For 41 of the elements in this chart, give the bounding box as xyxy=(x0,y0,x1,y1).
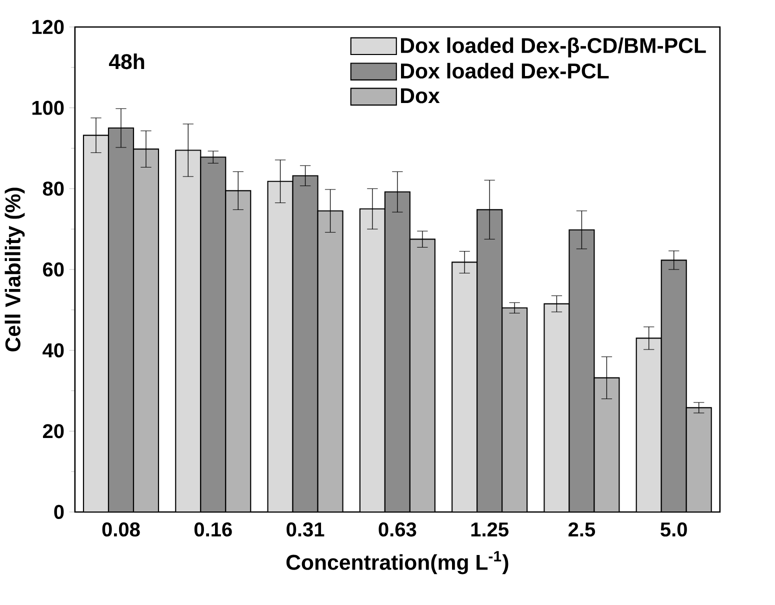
y-tick-label: 120 xyxy=(32,20,64,34)
x-tick-label: 1.25 xyxy=(471,522,508,537)
bar xyxy=(384,192,410,512)
legend-label: Dox loaded Dex-PCL xyxy=(401,62,609,79)
y-tick-label: 100 xyxy=(32,100,64,115)
bar xyxy=(108,128,134,512)
bar xyxy=(226,190,251,512)
bar xyxy=(410,239,435,512)
bar xyxy=(660,260,687,512)
legend-label: Dox loaded Dex-β-CD/BM-PCL xyxy=(401,37,706,58)
bar xyxy=(569,230,594,512)
legend-label: Dox xyxy=(401,88,440,104)
y-tick-label: 60 xyxy=(43,262,64,277)
y-tick-label: 40 xyxy=(42,343,64,358)
bar xyxy=(502,308,528,512)
bar xyxy=(84,135,108,512)
y-tick-label: 20 xyxy=(42,424,64,438)
bar xyxy=(594,378,620,512)
x-tick-label: 5.0 xyxy=(660,522,687,537)
x-axis-title: Concentration(mg L$^{-1}$) xyxy=(286,551,508,574)
annotation: 48h xyxy=(108,54,144,70)
y-tick-label: 80 xyxy=(42,182,64,196)
x-tick-label: 0.16 xyxy=(194,522,232,537)
bar xyxy=(360,208,385,512)
bar xyxy=(452,262,478,512)
bar xyxy=(477,210,502,512)
bar xyxy=(686,407,712,512)
bar xyxy=(544,304,570,512)
x-tick-label: 0.31 xyxy=(286,522,324,537)
bar xyxy=(636,338,662,512)
bar xyxy=(292,176,318,512)
bar xyxy=(318,210,343,512)
bar xyxy=(200,157,226,512)
y-axis-title: Cell Viability (%) xyxy=(4,188,25,352)
bar xyxy=(134,149,159,512)
x-tick-label: 0.08 xyxy=(102,522,140,537)
bar xyxy=(268,181,293,512)
x-tick-label: 2.5 xyxy=(568,522,596,537)
y-tick-label: 0 xyxy=(54,504,64,520)
bar xyxy=(176,150,201,512)
x-tick-label: 0.63 xyxy=(378,522,416,537)
